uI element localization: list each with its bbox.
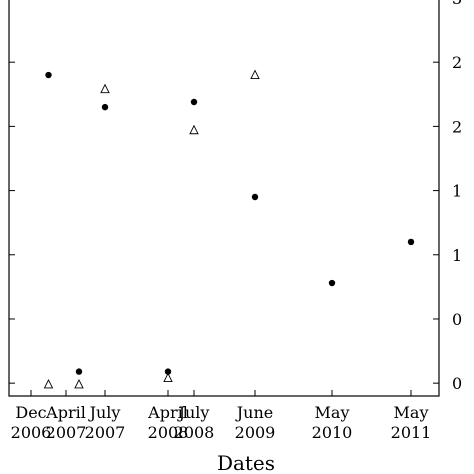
x-tick-label-line1: July (88, 403, 121, 422)
data-points (43, 69, 415, 389)
point-open-triangle (100, 83, 110, 94)
x-tick-label-line2: 2011 (391, 423, 432, 442)
x-tick-label-line2: 2010 (312, 423, 353, 442)
y-tick-label: 1 (452, 182, 462, 201)
y-axis-ticks: 0 0 1 1 2 2 3 (9, 0, 462, 393)
point-filled-circle (251, 193, 259, 201)
x-tick-label-line2: 2008 (174, 423, 215, 442)
point-filled-circle (75, 368, 83, 375)
x-axis-label: Dates (217, 451, 275, 474)
x-tick-label-line1: April (45, 403, 86, 422)
x-axis-ticks: Dec2006April2007July2007April2008July200… (11, 390, 432, 442)
x-tick-label-line1: May (394, 403, 429, 422)
x-tick-label-line2: 2007 (46, 423, 87, 442)
point-filled-circle (101, 103, 109, 111)
x-tick-label-line2: 2006 (11, 423, 52, 442)
point-open-triangle (43, 378, 54, 389)
x-tick-label-line1: June (235, 403, 274, 422)
point-filled-circle (190, 98, 198, 106)
x-tick-label-line1: July (177, 403, 210, 422)
point-open-triangle (163, 372, 173, 382)
point-filled-circle (407, 238, 415, 246)
y-tick-label: 1 (452, 246, 462, 265)
point-filled-circle (45, 71, 52, 79)
x-tick-label-line1: May (315, 403, 350, 422)
plot-frame (8, 0, 440, 397)
x-tick-label-line2: 2008 (148, 423, 189, 442)
point-filled-circle (328, 279, 336, 287)
y-tick-label: 0 (452, 374, 462, 393)
x-tick-label-line2: 2007 (85, 423, 126, 442)
y-tick-label: 0 (452, 310, 462, 329)
point-filled-circle (164, 368, 172, 375)
x-tick-label-line1: April (147, 403, 188, 422)
x-tick-label-line1: Dec (15, 403, 46, 422)
y-tick-label: 2 (452, 53, 462, 72)
point-open-triangle (74, 378, 84, 389)
y-tick-label: 2 (452, 117, 462, 136)
point-open-triangle (250, 69, 260, 79)
y-tick-label: 3 (452, 0, 462, 8)
x-tick-label-line2: 2009 (235, 423, 276, 442)
point-open-triangle (189, 124, 199, 135)
